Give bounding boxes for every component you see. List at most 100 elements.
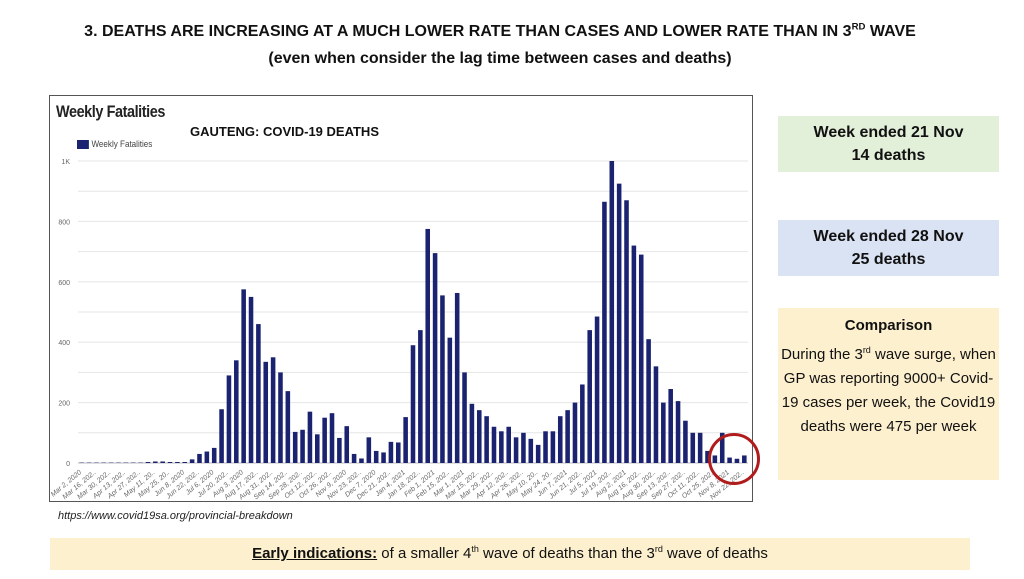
week-28-nov-box: Week ended 28 Nov 25 deaths xyxy=(778,220,999,276)
bar xyxy=(447,337,453,463)
bar xyxy=(506,426,511,463)
bar xyxy=(624,200,629,463)
bar xyxy=(587,330,592,463)
bar xyxy=(572,402,578,463)
bar xyxy=(182,462,188,463)
y-tick-label: 800 xyxy=(58,219,70,226)
bar xyxy=(484,416,489,463)
bar xyxy=(616,183,622,463)
comparison-title: Comparison xyxy=(844,317,933,334)
death-count: 25 deaths xyxy=(851,251,926,268)
bar xyxy=(373,450,379,463)
comparison-box: Comparison During the 3rd wave surge, wh… xyxy=(778,308,999,480)
bar xyxy=(322,417,327,463)
bar xyxy=(241,289,246,463)
bar xyxy=(668,389,673,463)
bar xyxy=(337,437,342,463)
bar xyxy=(234,360,239,463)
bar xyxy=(138,462,143,463)
bar xyxy=(116,462,121,463)
source-link[interactable]: https://www.covid19sa.org/provincial-bre… xyxy=(58,510,293,522)
bar xyxy=(675,401,681,463)
legend-swatch xyxy=(77,140,89,149)
bar xyxy=(366,437,372,463)
bar xyxy=(256,324,261,463)
bar xyxy=(476,410,482,463)
death-count: 14 deaths xyxy=(851,147,926,164)
bar xyxy=(513,437,519,463)
bar xyxy=(550,431,556,463)
week-label: Week ended 21 Nov xyxy=(813,124,964,141)
bar xyxy=(395,442,401,463)
bar xyxy=(167,462,173,463)
bar xyxy=(491,426,497,463)
bar xyxy=(661,402,666,463)
bar xyxy=(697,432,703,463)
bar xyxy=(410,345,416,463)
bar xyxy=(219,409,224,463)
chart-subtitle: GAUTENG: COVID-19 DEATHS xyxy=(190,124,379,139)
bar xyxy=(300,429,305,463)
conclusion-banner: Early indications: of a smaller 4th wave… xyxy=(50,538,970,570)
bar xyxy=(580,384,585,463)
bar xyxy=(462,372,467,463)
bar xyxy=(351,453,357,463)
bar xyxy=(535,444,541,463)
y-tick-label: 400 xyxy=(58,340,70,347)
legend-label: Weekly Fatalities xyxy=(91,139,153,150)
bar xyxy=(432,253,438,463)
bar xyxy=(204,451,210,463)
bar xyxy=(528,438,534,463)
bar xyxy=(683,420,688,463)
bar xyxy=(557,416,563,463)
chart-title: Weekly Fatalities xyxy=(56,102,165,121)
bar xyxy=(565,410,570,463)
bar xyxy=(79,462,84,463)
banner-lead: Early indications: xyxy=(252,545,378,562)
bar xyxy=(609,161,615,463)
bar xyxy=(454,292,460,463)
y-tick-label: 1K xyxy=(61,159,70,166)
bar xyxy=(270,357,276,463)
bar xyxy=(101,462,107,463)
chart-legend: Weekly Fatalities xyxy=(77,139,152,150)
bar xyxy=(638,254,644,463)
bar xyxy=(499,431,504,463)
bar xyxy=(388,441,394,463)
comparison-body: During the 3rd wave surge, when GP was r… xyxy=(781,345,996,436)
bar xyxy=(381,452,386,463)
bar xyxy=(329,413,335,463)
week-21-nov-box: Week ended 21 Nov 14 deaths xyxy=(778,116,999,172)
bar xyxy=(521,432,526,463)
bar xyxy=(278,372,283,463)
y-tick-label: 200 xyxy=(58,401,70,408)
bar xyxy=(108,462,114,463)
bar xyxy=(94,462,99,463)
bar xyxy=(646,339,651,463)
bar xyxy=(160,461,165,463)
y-tick-label: 0 xyxy=(66,461,70,468)
bar xyxy=(594,316,600,463)
bar xyxy=(123,462,129,463)
bar xyxy=(440,295,445,463)
bar xyxy=(86,462,92,463)
bar xyxy=(175,462,180,463)
y-tick-label: 600 xyxy=(58,280,70,287)
bar xyxy=(307,411,313,463)
bar xyxy=(469,403,475,463)
bar xyxy=(602,201,607,463)
bar xyxy=(211,447,217,463)
bar xyxy=(226,375,232,463)
bar xyxy=(653,366,659,463)
bar xyxy=(543,431,548,463)
bar xyxy=(285,391,291,463)
bar xyxy=(263,361,269,463)
bar xyxy=(359,458,364,463)
bar xyxy=(189,459,195,463)
bar xyxy=(145,462,151,463)
bar xyxy=(631,245,637,463)
bar xyxy=(315,434,320,463)
bar xyxy=(705,450,710,463)
chart-frame: Weekly Fatalities GAUTENG: COVID-19 DEAT… xyxy=(49,95,753,502)
